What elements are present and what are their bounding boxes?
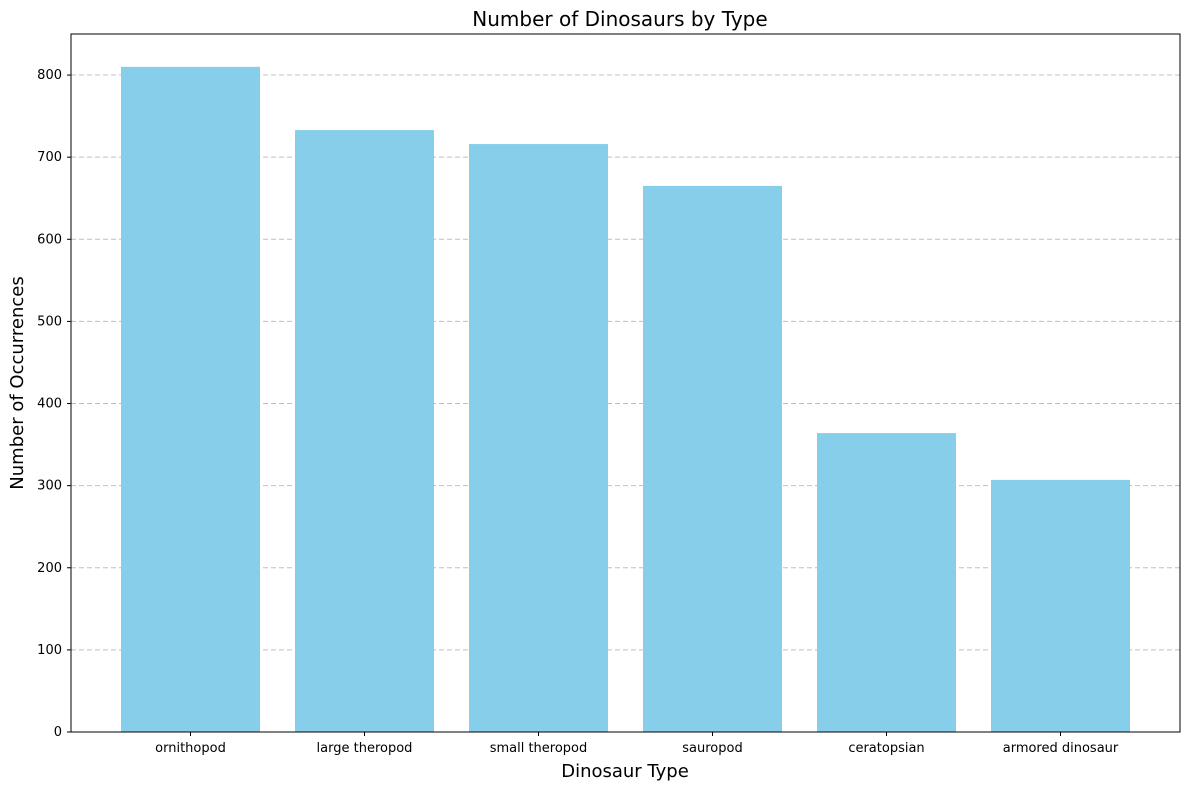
chart-title: Number of Dinosaurs by Type [472,7,767,31]
bar-sauropod [643,185,782,732]
y-tick-label: 700 [37,150,62,165]
plot-frame [70,33,1181,733]
y-tick-label: 200 [37,561,62,576]
y-tick-label: 0 [54,725,62,740]
y-tick-label: 800 [37,68,62,83]
x-tick-label: large theropod [317,741,413,756]
x-tick-label: armored dinosaur [1003,741,1119,756]
bar-small-theropod [469,144,608,732]
y-axis-ticks: 0 100 200 300 400 500 600 700 800 [37,68,71,740]
y-tick-label: 400 [37,397,62,412]
y-tick-label: 500 [37,314,62,329]
x-tick-label: small theropod [490,741,588,756]
y-tick-label: 300 [37,479,62,494]
y-tick-label: 100 [37,643,62,658]
x-tick-label: ceratopsian [848,741,924,756]
bar-armored-dinosaur [991,479,1130,732]
y-axis-label: Number of Occurrences [7,276,28,489]
x-tick-label: ornithopod [155,741,226,756]
bar-large-theropod [295,130,434,733]
bar-ceratopsian [817,433,956,732]
x-axis-label: Dinosaur Type [561,761,689,782]
y-tick-label: 600 [37,232,62,247]
x-axis-ticks: ornithopod large theropod small theropod sa… [155,732,1119,756]
bars [121,66,1130,733]
x-tick-label: sauropod [682,741,742,756]
bar-ornithopod [121,66,260,733]
